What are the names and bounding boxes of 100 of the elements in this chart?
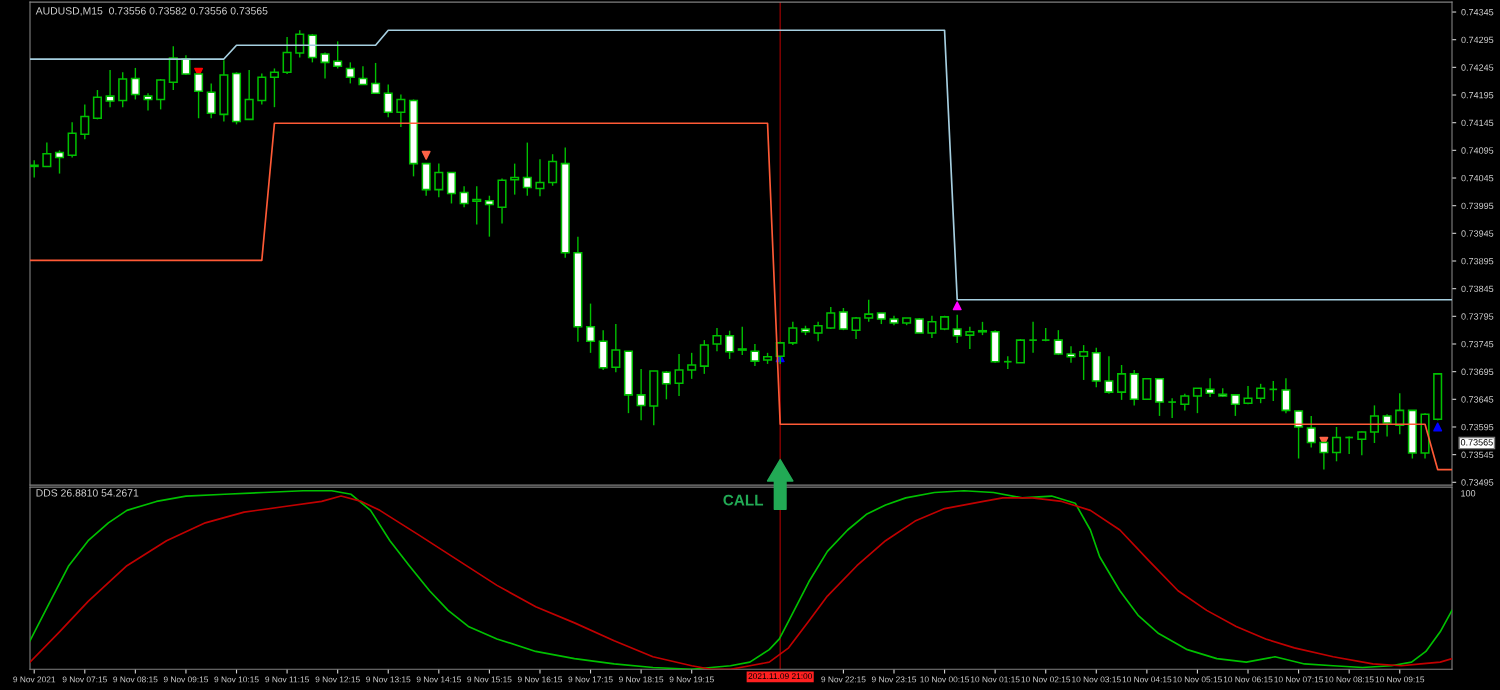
candlestick xyxy=(1142,378,1152,401)
candlestick xyxy=(54,149,65,175)
candlestick xyxy=(1028,321,1038,354)
y-tick-label: 0.73745 xyxy=(1461,340,1494,348)
x-tick-label: 9 Nov 08:15 xyxy=(113,676,158,683)
candlestick xyxy=(1154,378,1165,417)
candlestick xyxy=(1205,377,1215,398)
candlestick xyxy=(699,339,709,375)
candlestick xyxy=(156,78,166,111)
x-tick-label: 10 Nov 09:15 xyxy=(1375,676,1425,683)
candlestick xyxy=(674,353,684,397)
x-tick-label: 9 Nov 09:15 xyxy=(163,676,209,683)
candlestick xyxy=(244,69,254,121)
annotation: CALL xyxy=(723,494,764,506)
candlestick xyxy=(585,302,596,354)
candlestick xyxy=(1015,338,1025,364)
candlestick xyxy=(611,323,621,373)
candlestick xyxy=(522,141,532,197)
y-tick-label: 0.74295 xyxy=(1461,36,1494,44)
candlestick xyxy=(687,352,697,380)
y-tick-label: 0.73695 xyxy=(1461,368,1494,376)
x-tick-label: 9 Nov 18:15 xyxy=(619,676,664,683)
y-tick-label: 0.74195 xyxy=(1461,91,1494,99)
x-tick-label: 9 Nov 22:15 xyxy=(821,676,866,683)
candlestick xyxy=(1230,394,1240,417)
text: 0.73565 xyxy=(1460,439,1493,446)
candlestick xyxy=(1331,426,1342,462)
candlestick xyxy=(725,330,735,360)
y-tick-label: 0.73995 xyxy=(1461,202,1494,210)
text: 100 xyxy=(1461,490,1476,497)
candlestick xyxy=(282,36,292,75)
y-tick-label: 0.74095 xyxy=(1461,147,1494,154)
candlestick xyxy=(1066,345,1076,364)
x-tick-label: 10 Nov 07:15 xyxy=(1274,676,1324,683)
candlestick xyxy=(257,72,267,106)
y-tick-label: 0.73545 xyxy=(1461,451,1494,458)
candlestick xyxy=(1382,413,1392,438)
candlestick xyxy=(1281,377,1291,414)
chart-title: AUDUSD,M15 0.73556 0.73582 0.73556 0.73565 xyxy=(35,7,268,16)
chart-title: DDS 26.8810 54.2671 xyxy=(36,489,139,497)
x-tick-label: 9 Nov 14:15 xyxy=(416,676,461,683)
candlestick xyxy=(1357,430,1367,456)
y-tick-label: 0.74045 xyxy=(1461,174,1494,182)
candlestick xyxy=(484,195,494,238)
candlestick xyxy=(42,141,52,168)
point xyxy=(1433,422,1443,432)
candlestick xyxy=(712,327,722,352)
x-tick-label: 9 Nov 11:15 xyxy=(265,676,309,683)
candlestick xyxy=(864,299,874,323)
candlestick xyxy=(1053,329,1063,356)
candlestick xyxy=(333,40,343,70)
x-tick-label: 9 Nov 23:15 xyxy=(871,676,917,683)
candlestick xyxy=(750,343,760,367)
candlestick xyxy=(459,185,469,209)
y-tick-label: 0.74145 xyxy=(1461,119,1494,127)
x-tick-label: 9 Nov 17:15 xyxy=(568,676,613,683)
candlestick xyxy=(269,67,280,108)
candlestick xyxy=(118,71,128,108)
candlestick xyxy=(952,313,962,344)
candlestick xyxy=(472,185,482,226)
x-tick-label: 9 Nov 15:15 xyxy=(467,676,512,683)
candlestick xyxy=(130,67,140,101)
candlestick xyxy=(320,51,330,80)
point xyxy=(952,301,962,311)
candlestick xyxy=(1117,364,1127,401)
y-tick-label: 0.73595 xyxy=(1461,423,1494,431)
candlestick xyxy=(535,158,545,197)
x-tick-label: 10 Nov 00:15 xyxy=(920,676,969,683)
x-tick-label: 10 Nov 04:15 xyxy=(1122,676,1172,683)
candlestick xyxy=(1167,397,1177,419)
candlestick xyxy=(383,83,393,118)
candlestick xyxy=(371,62,381,95)
x-tick-label: 9 Nov 19:15 xyxy=(669,676,714,683)
x-tick-label: 10 Nov 03:15 xyxy=(1072,676,1121,683)
candlestick xyxy=(105,69,115,108)
y-tick-label: 0.73895 xyxy=(1461,257,1494,265)
candlestick xyxy=(1369,404,1380,444)
y-tick-label: 0.73795 xyxy=(1461,313,1494,320)
x-tick-label: 10 Nov 06:15 xyxy=(1223,676,1273,683)
x-tick-label: 9 Nov 07:15 xyxy=(62,676,107,683)
candlestick xyxy=(206,82,216,119)
ref-line-label: 2021.11.09 21:00 xyxy=(748,673,812,680)
candlestick xyxy=(1079,344,1089,381)
x-tick-label: 10 Nov 02:15 xyxy=(1021,676,1071,683)
candlestick xyxy=(788,321,798,346)
x-tick-label: 10 Nov 01:15 xyxy=(970,676,1020,683)
y-tick-label: 0.74245 xyxy=(1461,64,1494,71)
candlestick xyxy=(965,326,975,350)
x-tick-label: 9 Nov 12:15 xyxy=(315,676,360,683)
x-tick-label: 9 Nov 2021 xyxy=(13,676,56,683)
candlestick xyxy=(1192,387,1202,414)
candlestick xyxy=(396,93,406,128)
x-tick-label: 10 Nov 08:15 xyxy=(1325,676,1374,683)
candlestick xyxy=(143,92,153,112)
candlestick xyxy=(92,89,102,121)
line-series xyxy=(30,122,1452,471)
candlestick xyxy=(345,61,355,85)
candlestick xyxy=(67,121,77,159)
y-tick-label: 0.74345 xyxy=(1461,9,1494,16)
x-tick-label: 9 Nov 13:15 xyxy=(366,676,411,683)
